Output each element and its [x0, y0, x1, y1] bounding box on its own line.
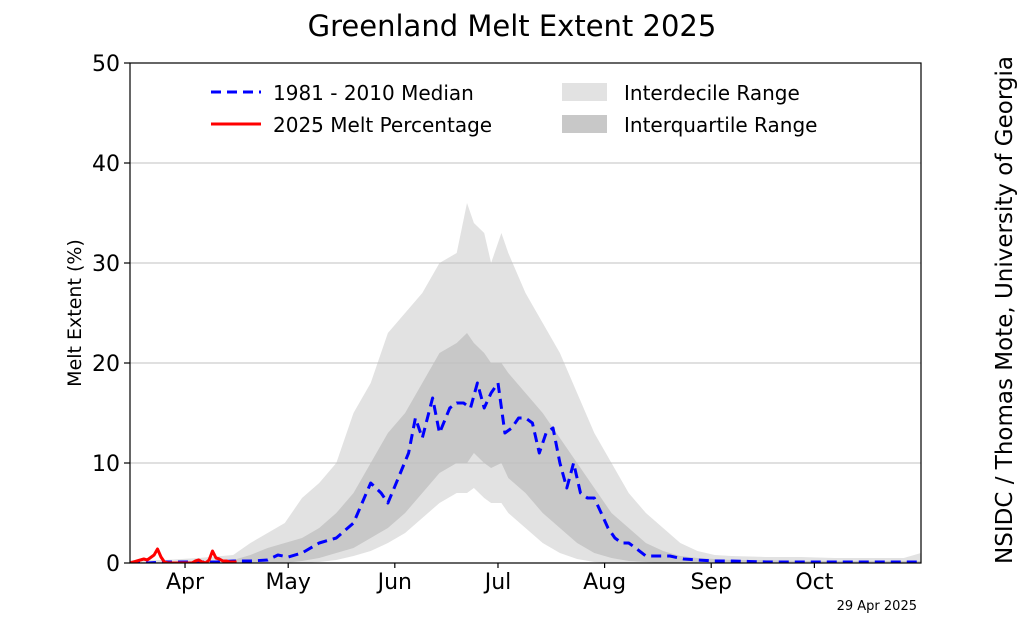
y-tick-label: 20 — [92, 352, 120, 377]
y-axis-label: Melt Extent (%) — [64, 239, 86, 387]
y-tick-label: 40 — [92, 152, 120, 177]
y-tick-label: 10 — [92, 452, 120, 477]
y-tick-label: 0 — [106, 552, 120, 577]
legend-interdecile-swatch — [562, 83, 607, 101]
credit-text: NSIDC / Thomas Mote, University of Georg… — [992, 56, 1018, 564]
plot-frame — [129, 62, 922, 564]
x-tick-label: Jul — [483, 570, 512, 595]
legend-interquartile-label: Interquartile Range — [624, 113, 817, 137]
date-label: 29 Apr 2025 — [837, 599, 917, 614]
legend-interdecile-label: Interdecile Range — [624, 81, 800, 105]
x-tick-label: May — [265, 570, 310, 595]
x-tick-label: Aug — [583, 570, 626, 595]
interquartile-band — [130, 333, 921, 563]
x-tick-label: Apr — [166, 570, 205, 595]
legend: 1981 - 2010 Median 2025 Melt Percentage … — [211, 81, 817, 137]
legend-current-label: 2025 Melt Percentage — [273, 113, 492, 137]
y-tick-label: 30 — [92, 252, 120, 277]
current-year-line — [130, 547, 237, 563]
y-tick-label: 50 — [92, 52, 120, 77]
x-tick-label: Jun — [376, 570, 412, 595]
interdecile-band — [130, 203, 921, 563]
chart-title: Greenland Melt Extent 2025 — [308, 9, 717, 43]
x-tick-label: Oct — [795, 570, 833, 595]
legend-interquartile-swatch — [562, 115, 607, 133]
median-line — [130, 381, 921, 563]
legend-median-label: 1981 - 2010 Median — [273, 81, 474, 105]
x-tick-label: Sep — [690, 570, 731, 595]
